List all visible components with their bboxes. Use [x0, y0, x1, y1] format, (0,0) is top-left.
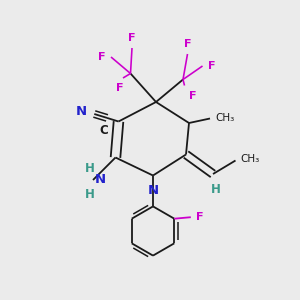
Text: F: F: [208, 61, 215, 71]
Text: C: C: [100, 124, 108, 137]
Text: F: F: [189, 91, 196, 101]
Text: N: N: [147, 184, 159, 197]
Text: F: F: [128, 33, 136, 43]
Text: H: H: [211, 183, 220, 196]
Text: N: N: [76, 105, 87, 118]
Text: CH₃: CH₃: [215, 113, 235, 124]
Text: N: N: [94, 173, 106, 186]
Text: F: F: [184, 39, 191, 49]
Text: F: F: [196, 212, 204, 222]
Text: F: F: [98, 52, 106, 62]
Text: CH₃: CH₃: [240, 154, 259, 164]
Text: H: H: [85, 162, 95, 175]
Text: H: H: [85, 188, 95, 200]
Text: F: F: [116, 83, 124, 93]
